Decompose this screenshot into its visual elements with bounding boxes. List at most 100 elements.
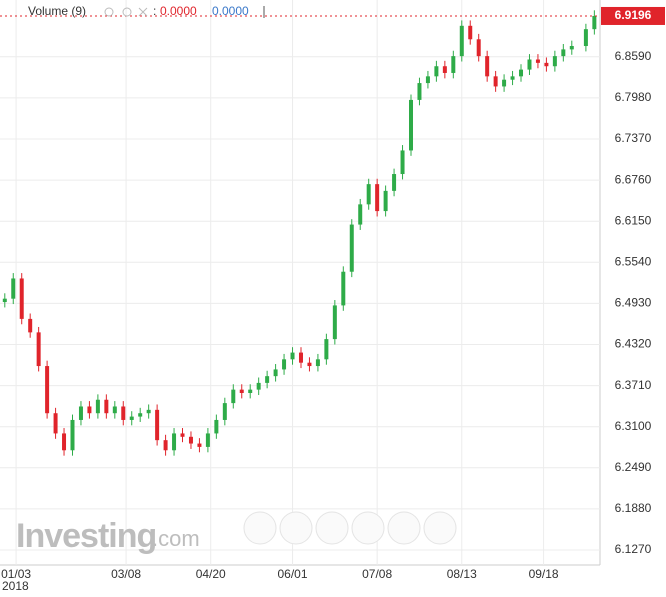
x-tick-label: 08/13: [447, 567, 477, 581]
x-tick-label: 07/08: [362, 567, 392, 581]
candle-body: [417, 83, 422, 100]
indicator-reading: 0.0000: [160, 4, 197, 18]
toolbar-button[interactable]: [279, 511, 313, 545]
candle-body: [146, 409, 151, 414]
candle-body: [493, 76, 498, 87]
candle-body: [19, 278, 24, 319]
candle-body: [28, 318, 33, 333]
candle-body: [129, 416, 134, 420]
toolbar: [243, 511, 457, 545]
watermark-suffix: .com: [152, 526, 200, 551]
candle-body: [459, 25, 464, 57]
candle-body: [315, 359, 320, 367]
y-tick-label: 6.1270: [615, 542, 652, 556]
candle-body: [45, 366, 50, 414]
candle-body: [451, 56, 456, 73]
candle-body: [87, 406, 92, 414]
candle-body: [11, 278, 16, 299]
y-tick-label: 6.7370: [615, 131, 652, 145]
candle-body: [205, 433, 210, 447]
candle-body: [298, 352, 303, 363]
y-tick-label: 6.8590: [615, 49, 652, 63]
candle-body: [36, 332, 41, 367]
candle-body: [214, 419, 219, 434]
candle-body: [544, 62, 549, 67]
candle-body: [155, 409, 160, 441]
candle-body: [349, 224, 354, 272]
candle-body: [392, 174, 397, 191]
candle-body: [307, 362, 312, 367]
indicator-icons: [104, 7, 148, 17]
candle-body: [256, 382, 261, 390]
watermark-brand: Investing: [16, 517, 156, 555]
candle-body: [502, 79, 507, 87]
candle-body: [324, 339, 329, 360]
candle-body: [248, 389, 253, 394]
toolbar-button[interactable]: [351, 511, 385, 545]
candle-body: [527, 59, 532, 70]
candle-body: [592, 15, 597, 30]
candle-body: [583, 29, 588, 47]
candle-body: [121, 406, 126, 420]
toolbar-button[interactable]: [243, 511, 277, 545]
y-tick-label: 6.1880: [615, 501, 652, 515]
candle-body: [188, 436, 193, 444]
y-tick-label: 6.7980: [615, 90, 652, 104]
y-tick-label: 6.4320: [615, 337, 652, 351]
y-tick-label: 6.6150: [615, 213, 652, 227]
x-tick-label: 09/18: [529, 567, 559, 581]
candle-body: [180, 433, 185, 437]
y-tick-label: 6.6760: [615, 172, 652, 186]
candle-body: [366, 184, 371, 205]
separator: :: [153, 4, 156, 18]
candle-body: [265, 376, 270, 383]
candle-body: [231, 389, 236, 404]
toolbar-button[interactable]: [423, 511, 457, 545]
candle-body: [510, 76, 515, 80]
indicator-reading: 0.0000: [212, 4, 249, 18]
candle-body: [358, 204, 363, 225]
candle-body: [383, 190, 388, 212]
x-tick-label: 01/03: [1, 567, 31, 581]
candle-body: [332, 305, 337, 340]
x-tick-label: 03/08: [111, 567, 141, 581]
toolbar-button[interactable]: [387, 511, 421, 545]
y-tick-label: 6.3100: [615, 419, 652, 433]
candle-body: [569, 46, 574, 50]
last-price-box: [601, 6, 665, 25]
candle-body: [375, 184, 380, 212]
toolbar-button[interactable]: [315, 511, 349, 545]
candle-body: [476, 39, 481, 57]
candle-body: [425, 76, 430, 84]
candle-body: [535, 59, 540, 63]
candle-body: [222, 403, 227, 420]
watermark: Investing .com: [16, 517, 200, 555]
y-tick-label: 6.4930: [615, 296, 652, 310]
indicator-name: Volume (9): [28, 4, 86, 18]
candle-body: [400, 150, 405, 175]
candle-body: [290, 352, 295, 360]
year-label: 2018: [2, 579, 29, 592]
candle-body: [273, 369, 278, 377]
candle-body: [282, 359, 287, 370]
candle-body: [2, 298, 7, 303]
candle-body: [409, 99, 414, 151]
candle-body: [95, 399, 100, 414]
candle-body: [552, 56, 557, 67]
x-tick-label: 04/20: [196, 567, 226, 581]
candle-body: [341, 271, 346, 306]
candle-body: [239, 389, 244, 394]
candle-body: [70, 419, 75, 451]
candle-body: [434, 66, 439, 77]
candle-body: [163, 440, 168, 451]
last-price-label: 6.9196: [615, 8, 652, 22]
y-tick-label: 6.5540: [615, 254, 652, 268]
candle-body: [112, 406, 117, 414]
candle-body: [561, 49, 566, 57]
candle-body: [197, 443, 202, 447]
candle-body: [468, 25, 473, 40]
x-tick-label: 06/01: [278, 567, 308, 581]
candle-body: [138, 413, 143, 417]
